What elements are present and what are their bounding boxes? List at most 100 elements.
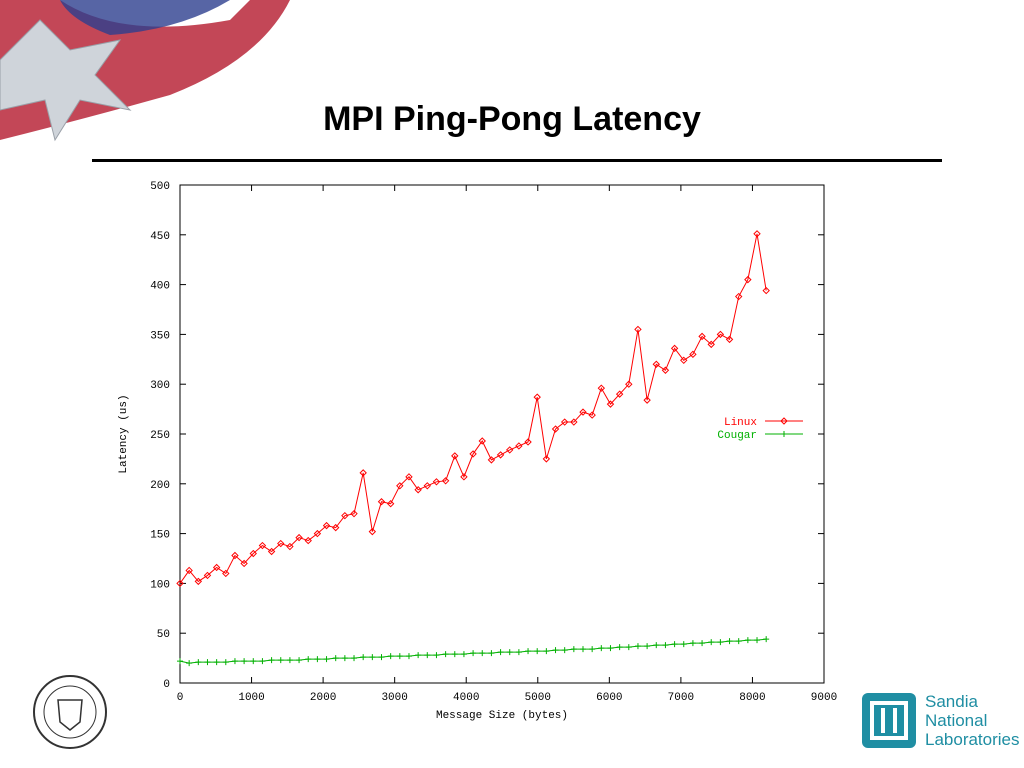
legend-marker [781, 431, 787, 437]
y-tick-label: 0 [163, 679, 170, 691]
data-point [258, 541, 267, 550]
y-tick-label: 250 [150, 430, 170, 442]
data-point [524, 438, 532, 446]
data-point [277, 539, 285, 548]
data-point [698, 332, 706, 341]
data-point [305, 656, 312, 663]
legend-label: Linux [724, 417, 757, 429]
data-point [341, 511, 349, 520]
data-point [487, 456, 496, 464]
data-point [341, 655, 348, 662]
x-tick-label: 6000 [596, 692, 622, 704]
data-point [643, 396, 651, 404]
data-point [479, 650, 486, 657]
data-point [249, 549, 257, 558]
data-point [212, 563, 221, 572]
data-point [542, 455, 551, 463]
data-point [378, 654, 385, 661]
y-tick-label: 350 [150, 330, 170, 342]
data-point [588, 411, 596, 419]
data-point [368, 527, 377, 536]
data-point [405, 653, 412, 660]
data-point [432, 478, 441, 486]
data-point [240, 559, 248, 568]
data-point [460, 473, 468, 481]
data-point [277, 657, 284, 664]
series-line [179, 233, 767, 584]
data-point [286, 542, 294, 551]
data-point [351, 655, 358, 662]
data-point [424, 652, 431, 659]
data-point [734, 292, 743, 301]
x-tick-label: 1000 [238, 692, 264, 704]
data-point [680, 356, 688, 365]
data-point [616, 644, 623, 651]
data-point [699, 640, 706, 647]
data-point [744, 637, 751, 644]
data-point [186, 660, 193, 667]
x-tick-label: 0 [177, 692, 184, 704]
x-tick-label: 7000 [668, 692, 694, 704]
data-point [515, 442, 523, 450]
data-point [396, 482, 404, 490]
data-point [579, 408, 587, 416]
data-point [726, 638, 733, 645]
data-point [580, 646, 587, 653]
logo-line: Sandia [925, 692, 978, 711]
data-point [331, 523, 340, 532]
data-point [296, 657, 303, 664]
data-point [323, 656, 330, 663]
data-point [634, 643, 641, 650]
y-tick-label: 500 [150, 181, 170, 193]
data-point [506, 649, 513, 656]
data-point [387, 653, 394, 660]
data-point [570, 646, 577, 653]
data-point [423, 482, 432, 490]
data-point [653, 642, 660, 649]
data-point [405, 473, 413, 481]
data-point [708, 639, 715, 646]
data-point [607, 645, 614, 652]
data-point [543, 648, 550, 655]
data-point [725, 335, 734, 344]
x-tick-label: 4000 [453, 692, 479, 704]
data-point [717, 639, 724, 646]
data-point [689, 350, 697, 359]
data-point [396, 653, 403, 660]
logo-line: National [925, 711, 987, 730]
x-axis-label: Message Size (bytes) [436, 710, 568, 722]
y-tick-label: 400 [150, 281, 170, 293]
data-point [680, 641, 687, 648]
decoration [0, 0, 290, 142]
y-tick-label: 50 [157, 629, 170, 641]
data-point [360, 654, 367, 661]
data-point [570, 418, 578, 426]
y-axis-label: Latency (us) [118, 394, 130, 473]
x-tick-label: 9000 [811, 692, 837, 704]
data-point [470, 650, 477, 657]
data-point [451, 452, 459, 460]
data-point [241, 658, 248, 665]
data-point [478, 437, 486, 445]
data-point [313, 529, 322, 538]
data-point [560, 418, 569, 426]
data-point [451, 651, 458, 658]
data-point [615, 390, 624, 398]
data-point [460, 651, 467, 658]
data-point [177, 658, 183, 665]
data-point [533, 393, 541, 401]
x-tick-label: 5000 [525, 692, 551, 704]
data-point [359, 469, 367, 477]
data-point [625, 644, 632, 651]
data-point [176, 579, 184, 588]
data-point [414, 486, 422, 494]
data-point [598, 645, 605, 652]
data-point [195, 659, 202, 666]
data-point [332, 655, 339, 662]
data-point [314, 656, 321, 663]
data-point [441, 477, 450, 485]
data-point [185, 566, 193, 575]
data-point [525, 648, 532, 655]
